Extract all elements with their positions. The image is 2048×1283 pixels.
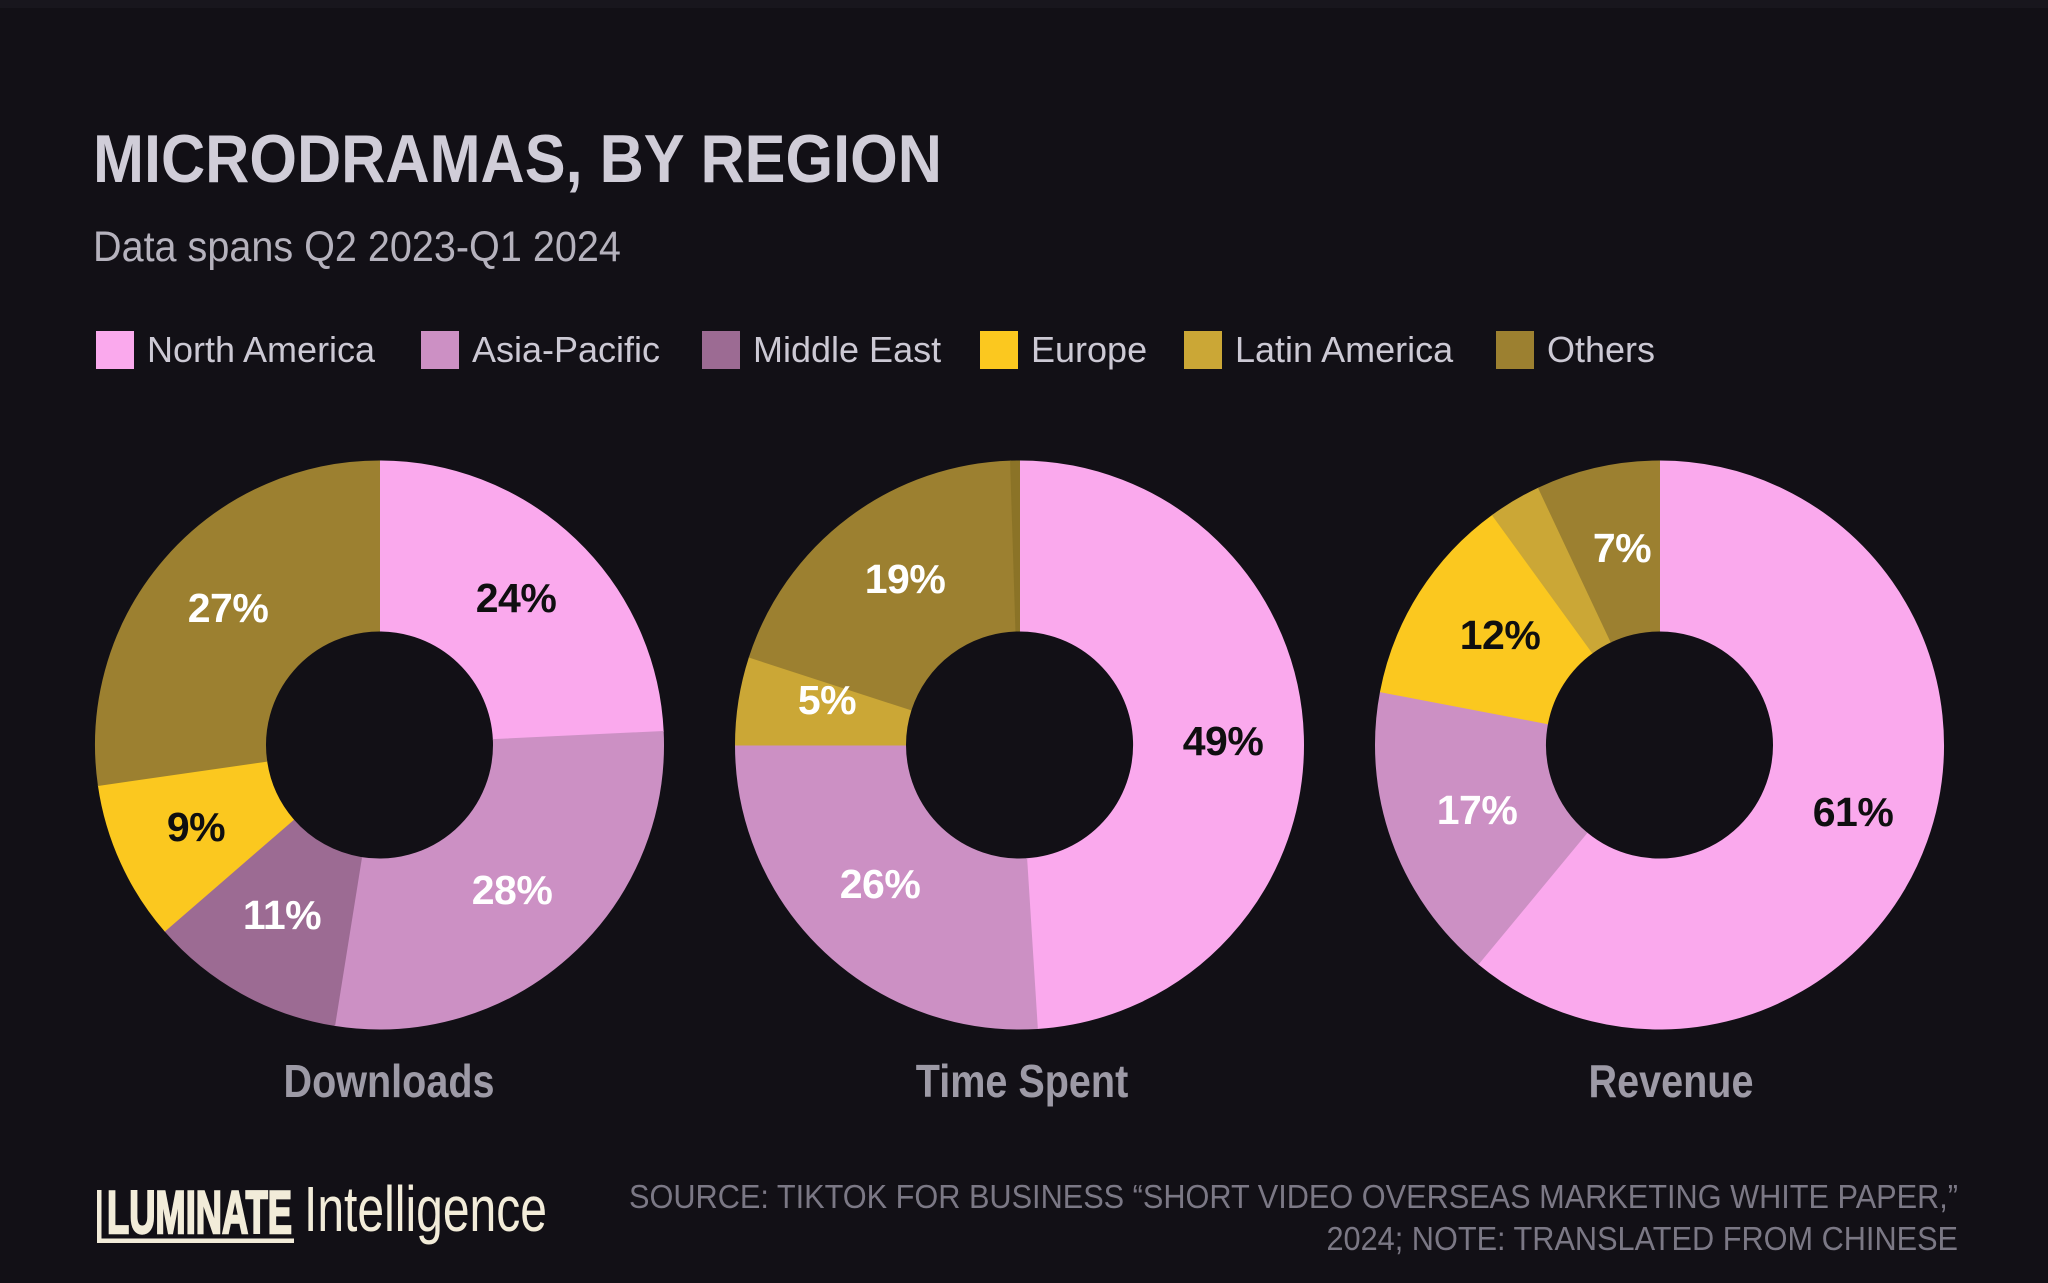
svg-text:26%: 26% [840, 861, 921, 907]
svg-text:7%: 7% [1593, 525, 1651, 571]
svg-text:19%: 19% [865, 556, 946, 602]
svg-text:17%: 17% [1437, 787, 1518, 833]
svg-text:11%: 11% [243, 892, 321, 938]
svg-text:12%: 12% [1460, 612, 1541, 658]
svg-text:28%: 28% [472, 867, 553, 913]
svg-text:24%: 24% [476, 575, 557, 621]
svg-text:LUMINATE: LUMINATE [107, 1179, 292, 1246]
svg-text:5%: 5% [798, 677, 856, 723]
svg-text:49%: 49% [1183, 718, 1264, 764]
svg-text:9%: 9% [167, 804, 225, 850]
svg-text:27%: 27% [188, 585, 269, 631]
svg-text:Intelligence: Intelligence [304, 1173, 547, 1245]
svg-text:61%: 61% [1813, 789, 1894, 835]
